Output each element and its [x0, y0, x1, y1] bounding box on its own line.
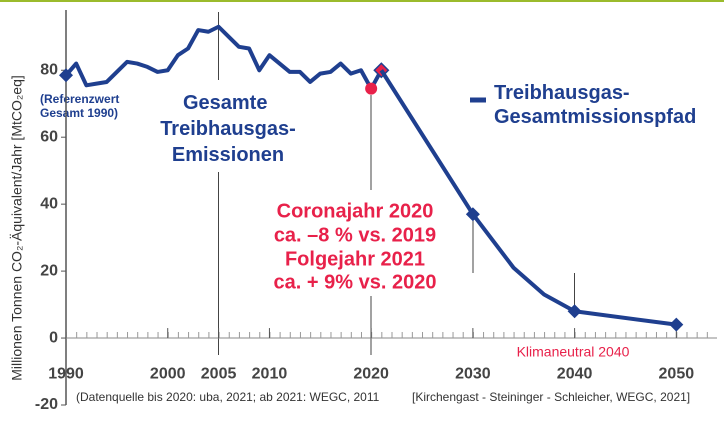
y-axis-label: Millionen Tonnen CO₂-Äquivalent/Jahr [Mt…	[9, 75, 25, 381]
marker	[669, 317, 684, 332]
marker	[365, 82, 378, 95]
annotation: ca. + 9% vs. 2020	[274, 271, 437, 293]
series-line	[379, 69, 677, 327]
x-tick-label: 2050	[659, 365, 695, 382]
annotation: (Referenzwert	[40, 92, 119, 106]
x-tick-label: 2040	[557, 365, 593, 382]
marker	[465, 207, 480, 222]
y-tick-label: 60	[40, 128, 58, 145]
x-tick-label: 1990	[48, 365, 84, 382]
annotation: Klimaneutral 2040	[517, 344, 630, 360]
annotation: Coronajahr 2020	[277, 200, 434, 222]
source-note: [Kirchengast - Steininger - Schleicher, …	[412, 390, 690, 404]
y-tick-label: 80	[40, 61, 58, 78]
x-tick-label: 2030	[455, 365, 491, 382]
marker	[59, 68, 73, 83]
x-tick-label: 2005	[201, 365, 237, 382]
legend-label: Treibhausgas-Gesamtmissionspfad	[494, 82, 696, 128]
y-tick-label: -20	[35, 396, 58, 413]
series-label: Gesamte Treibhausgas-Emissionen	[160, 92, 296, 166]
marker	[567, 304, 582, 319]
y-tick-label: 40	[40, 195, 58, 212]
source-note: (Datenquelle bis 2020: uba, 2021; ab 202…	[76, 390, 380, 404]
y-tick-label: 0	[49, 329, 58, 346]
x-tick-label: 2010	[252, 365, 288, 382]
annotation: ca. –8 % vs. 2019	[274, 224, 436, 246]
annotation: Gesamt 1990)	[40, 106, 118, 120]
x-tick-label: 2020	[353, 365, 389, 382]
x-tick-label: 2000	[150, 365, 186, 382]
y-tick-label: 20	[40, 262, 58, 279]
annotation: Folgejahr 2021	[285, 248, 425, 270]
series-line	[64, 24, 384, 91]
